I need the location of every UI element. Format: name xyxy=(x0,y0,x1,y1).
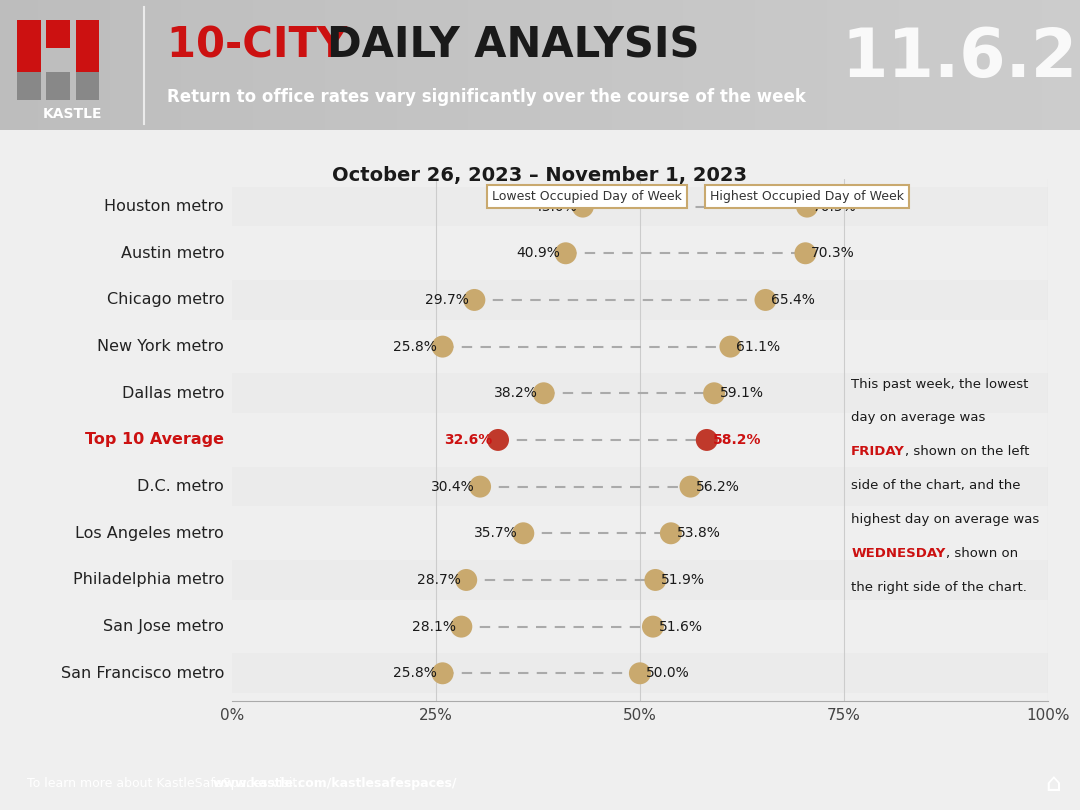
Text: DAILY ANALYSIS: DAILY ANALYSIS xyxy=(327,24,700,66)
Point xyxy=(575,200,592,213)
Text: San Jose metro: San Jose metro xyxy=(104,619,224,634)
Point xyxy=(434,667,451,680)
Text: October 26, 2023 – November 1, 2023: October 26, 2023 – November 1, 2023 xyxy=(333,166,747,185)
Text: WEDNESDAY: WEDNESDAY xyxy=(851,547,945,560)
Text: 70.3%: 70.3% xyxy=(811,246,855,260)
FancyBboxPatch shape xyxy=(46,19,70,48)
Bar xyxy=(232,514,1048,553)
FancyBboxPatch shape xyxy=(46,71,70,100)
Point xyxy=(757,293,774,306)
Text: 28.1%: 28.1% xyxy=(411,620,456,633)
Text: 53.8%: 53.8% xyxy=(676,526,720,540)
Text: 56.2%: 56.2% xyxy=(697,480,740,493)
Bar xyxy=(232,326,1048,366)
Text: www.kastle.com/kastlesafespaces/: www.kastle.com/kastlesafespaces/ xyxy=(213,778,457,791)
Text: 29.7%: 29.7% xyxy=(424,293,469,307)
Text: Dallas metro: Dallas metro xyxy=(122,386,224,401)
Text: Chicago metro: Chicago metro xyxy=(107,292,224,308)
Point xyxy=(453,620,470,633)
Bar xyxy=(232,607,1048,646)
Text: 38.2%: 38.2% xyxy=(494,386,538,400)
Text: 43.0%: 43.0% xyxy=(534,199,577,214)
Text: side of the chart, and the: side of the chart, and the xyxy=(851,479,1021,492)
Point xyxy=(434,340,451,353)
Bar xyxy=(232,187,1048,227)
Text: 30.4%: 30.4% xyxy=(431,480,474,493)
Point xyxy=(698,433,715,446)
Text: To learn more about KastleSafeSpaces visit:: To learn more about KastleSafeSpaces vis… xyxy=(27,778,306,791)
Text: 50.0%: 50.0% xyxy=(646,667,689,680)
Text: highest day on average was: highest day on average was xyxy=(851,513,1039,526)
Point xyxy=(645,620,662,633)
Text: 70.5%: 70.5% xyxy=(813,199,856,214)
FancyBboxPatch shape xyxy=(76,19,99,48)
FancyBboxPatch shape xyxy=(76,71,99,100)
Bar xyxy=(232,654,1048,693)
Bar xyxy=(232,420,1048,460)
Text: Houston metro: Houston metro xyxy=(105,199,224,214)
Text: 65.4%: 65.4% xyxy=(771,293,815,307)
Text: 25.8%: 25.8% xyxy=(393,667,437,680)
Point xyxy=(797,247,814,260)
Bar xyxy=(232,467,1048,506)
Point xyxy=(489,433,507,446)
Text: 40.9%: 40.9% xyxy=(516,246,561,260)
Text: 35.7%: 35.7% xyxy=(474,526,517,540)
FancyBboxPatch shape xyxy=(76,45,99,74)
Point xyxy=(465,293,483,306)
Text: 61.1%: 61.1% xyxy=(737,339,780,354)
Text: 59.1%: 59.1% xyxy=(719,386,764,400)
Point xyxy=(631,667,648,680)
Text: Los Angeles metro: Los Angeles metro xyxy=(76,526,224,541)
Point xyxy=(472,480,489,493)
Text: 58.2%: 58.2% xyxy=(713,433,761,447)
FancyBboxPatch shape xyxy=(17,71,41,100)
Text: FRIDAY: FRIDAY xyxy=(851,446,905,458)
Text: This past week, the lowest: This past week, the lowest xyxy=(851,377,1028,390)
Bar xyxy=(232,561,1048,599)
Text: ⌂: ⌂ xyxy=(1045,772,1061,796)
Text: the right side of the chart.: the right side of the chart. xyxy=(851,581,1027,594)
Text: , shown on: , shown on xyxy=(945,547,1017,560)
Text: 11.6.23: 11.6.23 xyxy=(841,25,1080,92)
Text: 51.6%: 51.6% xyxy=(659,620,703,633)
Text: Highest Occupied Day of Week: Highest Occupied Day of Week xyxy=(710,190,904,203)
Bar xyxy=(232,233,1048,273)
Text: day on average was: day on average was xyxy=(851,411,986,424)
Bar xyxy=(232,280,1048,320)
Point xyxy=(705,387,723,400)
Point xyxy=(662,526,679,539)
FancyBboxPatch shape xyxy=(17,19,41,48)
Text: San Francisco metro: San Francisco metro xyxy=(60,666,224,680)
FancyBboxPatch shape xyxy=(17,45,41,74)
Point xyxy=(458,573,475,586)
Text: 10-CITY: 10-CITY xyxy=(167,24,362,66)
Bar xyxy=(232,373,1048,413)
Text: Lowest Occupied Day of Week: Lowest Occupied Day of Week xyxy=(492,190,681,203)
Point xyxy=(798,200,815,213)
Text: Top 10 Average: Top 10 Average xyxy=(85,433,224,447)
Text: , shown on the left: , shown on the left xyxy=(905,446,1029,458)
Text: Return to office rates vary significantly over the course of the week: Return to office rates vary significantl… xyxy=(167,88,807,106)
Text: 51.9%: 51.9% xyxy=(661,573,705,587)
Text: 28.7%: 28.7% xyxy=(417,573,460,587)
Text: New York metro: New York metro xyxy=(97,339,224,354)
Text: Austin metro: Austin metro xyxy=(121,245,224,261)
Text: D.C. metro: D.C. metro xyxy=(137,480,224,494)
Text: 25.8%: 25.8% xyxy=(393,339,437,354)
Point xyxy=(681,480,699,493)
Text: KASTLE: KASTLE xyxy=(42,108,103,122)
Point xyxy=(721,340,739,353)
Point xyxy=(535,387,552,400)
Point xyxy=(557,247,575,260)
Point xyxy=(647,573,664,586)
Point xyxy=(515,526,532,539)
Text: Philadelphia metro: Philadelphia metro xyxy=(72,573,224,587)
Text: 32.6%: 32.6% xyxy=(444,433,492,447)
